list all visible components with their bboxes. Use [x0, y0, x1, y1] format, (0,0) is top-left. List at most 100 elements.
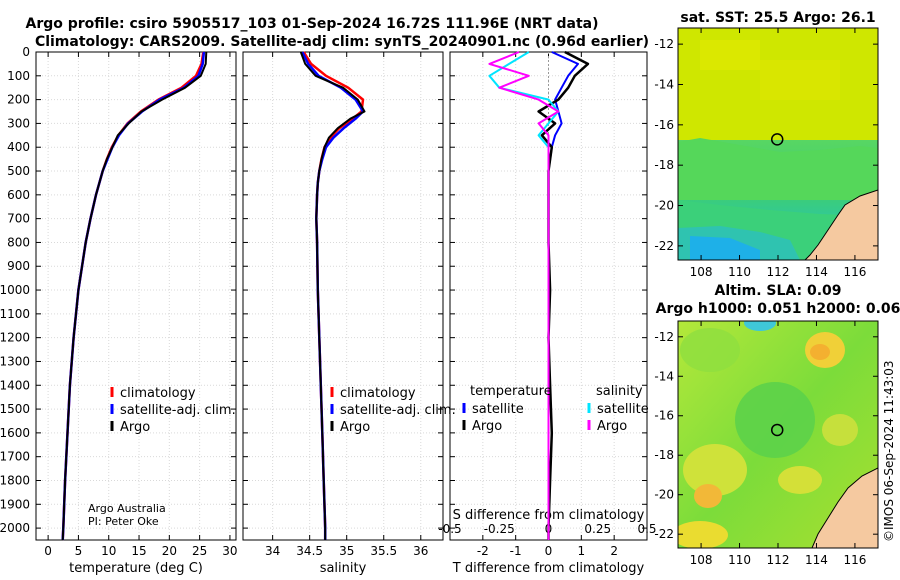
map-y-tick-label: -16: [654, 118, 674, 132]
map-y-tick-label: -12: [654, 37, 674, 51]
map-y-tick-label: -16: [654, 409, 674, 423]
y-tick-label: 1300: [0, 354, 30, 368]
x-tick-label: 35: [339, 544, 354, 558]
x-tick-label: 2: [610, 544, 618, 558]
sla-map-field: [678, 321, 878, 548]
y-tick-label: 500: [7, 164, 30, 178]
legend-label: Argo: [120, 420, 150, 435]
legend-title-salinity: salinity: [596, 384, 643, 399]
legend-label: Argo: [597, 419, 627, 434]
y-tick-label: 300: [7, 116, 30, 130]
y-tick-label: 1100: [0, 307, 30, 321]
y-tick-label: 200: [7, 93, 30, 107]
sst-map-axes: 108 110 112 114 116 -12 -14 -16 -18 -20 -22: [654, 27, 879, 279]
sst-map-field: [678, 28, 878, 260]
sla-map-axes: 108 110 112 114 116 -12 -14 -16 -18 -20 -22: [654, 320, 879, 567]
x-tick-label: -2: [477, 544, 489, 558]
y-tick-label: 100: [7, 69, 30, 83]
sst-map-title: sat. SST: 25.5 Argo: 26.1: [680, 10, 875, 26]
map-y-tick-label: -20: [654, 488, 674, 502]
temperature-panel: 0 5 10 15 20 25 300100200300400500600700800900…: [0, 45, 238, 576]
map-x-tick-label: 108: [690, 265, 713, 279]
legend-label: satellite: [597, 402, 649, 417]
map-x-tick-label: 114: [805, 553, 828, 567]
x-axis-label: temperature (deg C): [69, 561, 203, 576]
series-line-argo: [299, 51, 366, 540]
x-tick-label: 34.5: [296, 544, 323, 558]
y-tick-label: 700: [7, 212, 30, 226]
map-y-tick-label: -22: [654, 239, 674, 253]
map-x-tick-label: 108: [690, 553, 713, 567]
map-y-tick-label: -14: [654, 77, 674, 91]
y-tick-label: 1600: [0, 426, 30, 440]
map-x-tick-label: 110: [728, 265, 751, 279]
map-x-tick-label: 112: [767, 265, 790, 279]
series-line-argo: [61, 51, 208, 541]
sla-map-title-1: Altim. SLA: 0.09: [714, 283, 841, 299]
credit-line-2: PI: Peter Oke: [88, 515, 159, 528]
legend-label: Argo: [472, 419, 502, 434]
map-y-tick-label: -20: [654, 199, 674, 213]
y-tick-label: 1200: [0, 331, 30, 345]
y-tick-label: 1800: [0, 473, 30, 487]
y-tick-label: 0: [22, 45, 30, 59]
x-tick-label: 1: [578, 544, 586, 558]
y-tick-label: 1500: [0, 402, 30, 416]
y-tick-label: 1000: [0, 283, 30, 297]
x-tick-label: -1: [510, 544, 522, 558]
sal-tick-label: -0.25: [484, 522, 515, 536]
title-line-1: Argo profile: csiro 5905517_103 01-Sep-2…: [26, 16, 599, 32]
x-tick-label: 34: [265, 544, 280, 558]
map-y-tick-label: -18: [654, 448, 674, 462]
y-tick-label: 600: [7, 188, 30, 202]
legend-label: satellite: [472, 402, 524, 417]
map-y-tick-label: -12: [654, 330, 674, 344]
legend-label: satellite-adj. clim.: [120, 403, 236, 418]
map-x-tick-label: 116: [843, 553, 866, 567]
x-axis-label: salinity: [320, 561, 367, 576]
series-line-satellite-adj--clim-: [301, 51, 365, 540]
y-tick-label: 900: [7, 259, 30, 273]
x-tick-label: 0: [44, 544, 52, 558]
x-tick-label: 36: [413, 544, 428, 558]
legend-title-temperature: temperature: [470, 384, 552, 399]
map-x-tick-label: 110: [728, 553, 751, 567]
timestamp: ©IMOS 06-Sep-2024 11:43:03: [882, 360, 896, 542]
map-x-tick-label: 112: [767, 553, 790, 567]
map-y-tick-label: -14: [654, 369, 674, 383]
map-y-tick-label: -22: [654, 527, 674, 541]
argo-position-marker: [770, 133, 784, 146]
title-line-2: Climatology: CARS2009. Satellite-adj cli…: [35, 34, 649, 50]
difference-panel: -2 -1 0 1 2 T difference from climatology -0.5…: [438, 50, 657, 576]
series-line-salinity-argo: [488, 51, 560, 540]
y-tick-label: 1400: [0, 378, 30, 392]
legend-label: Argo: [340, 420, 370, 435]
legend-label: satellite-adj. clim.: [340, 403, 456, 418]
plot-frame: [35, 51, 237, 541]
credit-line-1: Argo Australia: [88, 502, 166, 515]
x-axis-label: T difference from climatology: [452, 561, 645, 576]
series-line-satellite-adj--clim-: [61, 51, 206, 541]
sal-tick-label: 0.25: [584, 522, 611, 536]
y-tick-label: 1700: [0, 450, 30, 464]
legend-label: climatology: [340, 386, 416, 401]
legend-label: climatology: [120, 386, 196, 401]
y-tick-label: 2000: [0, 521, 30, 535]
salinity-panel: 34 34.5 35 35.5 36 salinity climatology satelli…: [242, 51, 456, 576]
y-tick-label: 400: [7, 140, 30, 154]
map-x-tick-label: 114: [805, 265, 828, 279]
argo-position-marker: [770, 423, 784, 437]
x-tick-label: 15: [131, 544, 146, 558]
sla-map-title-2: Argo h1000: 0.051 h2000: 0.06: [656, 301, 900, 317]
x-tick-label: 35.5: [370, 544, 397, 558]
x-tick-label: 10: [101, 544, 116, 558]
x-tick-label: 0: [545, 544, 553, 558]
x-tick-label: 20: [162, 544, 177, 558]
y-tick-label: 800: [7, 235, 30, 249]
series-line-climatology: [61, 51, 205, 541]
x-tick-label: 5: [75, 544, 83, 558]
x-tick-label: 30: [222, 544, 237, 558]
sal-tick-label: 0.5: [637, 522, 656, 536]
map-y-tick-label: -18: [654, 158, 674, 172]
y-tick-label: 1900: [0, 497, 30, 511]
